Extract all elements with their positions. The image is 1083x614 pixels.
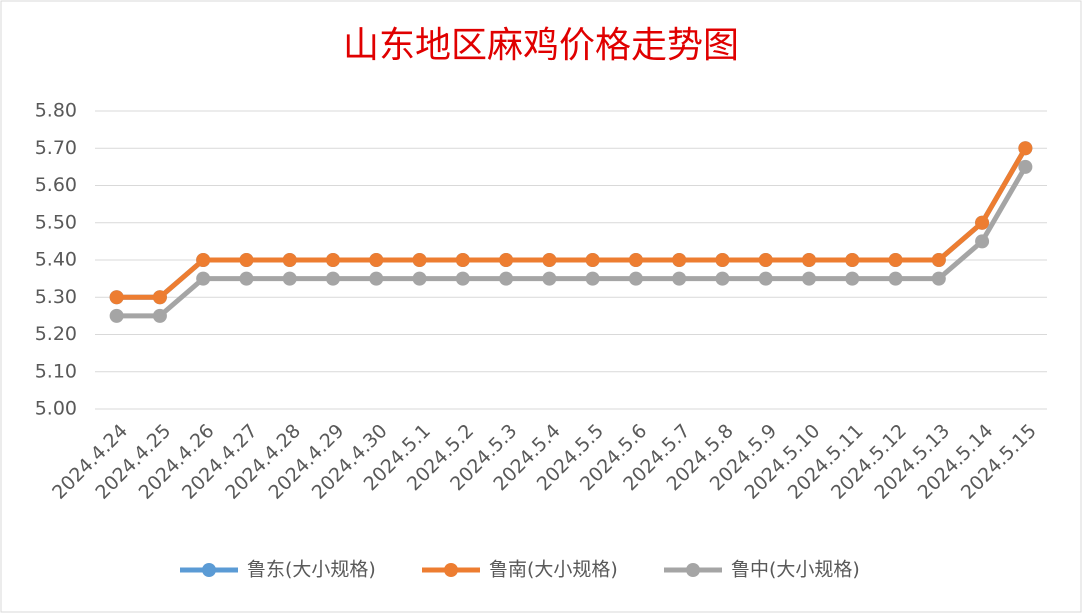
y-tick-label: 5.40 [35, 249, 77, 271]
data-point [1018, 159, 1033, 174]
data-point [282, 253, 297, 267]
data-point [975, 234, 990, 249]
series-line [116, 146, 1028, 300]
data-point [542, 253, 557, 267]
data-point [326, 271, 340, 286]
legend-label: 鲁东(大小规格) [247, 559, 376, 581]
y-tick-label: 5.20 [35, 323, 77, 345]
data-point [499, 271, 514, 286]
legend-label: 鲁中(大小规格) [731, 559, 860, 581]
data-point [888, 253, 903, 267]
data-point [585, 271, 600, 286]
legend-label: 鲁南(大小规格) [489, 559, 618, 581]
data-point [628, 253, 643, 267]
data-point [152, 290, 167, 305]
data-point [758, 253, 773, 267]
y-tick-label: 5.50 [35, 211, 77, 233]
data-point [845, 271, 860, 286]
data-point [802, 271, 816, 286]
data-point [369, 271, 384, 286]
data-point [412, 271, 427, 286]
data-point [152, 308, 167, 323]
legend-marker [686, 563, 700, 577]
data-point [109, 290, 124, 305]
data-point [975, 215, 990, 230]
data-point [455, 253, 470, 267]
y-tick-label: 5.10 [35, 360, 77, 382]
data-point [239, 271, 254, 286]
data-point [845, 253, 860, 267]
data-point [931, 253, 946, 267]
data-point [196, 253, 211, 267]
y-tick-label: 5.70 [35, 137, 77, 159]
legend-marker [444, 563, 458, 577]
data-point [1018, 141, 1033, 156]
data-point [109, 308, 124, 323]
data-point [802, 253, 816, 267]
data-point [758, 271, 773, 286]
data-point [672, 271, 687, 286]
data-point [412, 253, 427, 267]
data-point [326, 253, 340, 267]
data-point [239, 253, 254, 267]
data-point [455, 271, 470, 286]
data-point [931, 271, 946, 286]
data-point [542, 271, 557, 286]
data-point [585, 253, 600, 267]
y-tick-label: 5.80 [35, 100, 77, 122]
legend-marker [202, 563, 216, 577]
data-point [888, 271, 903, 286]
y-tick-label: 5.00 [35, 398, 77, 420]
data-point [715, 253, 730, 267]
data-point [196, 271, 211, 286]
data-point [369, 253, 384, 267]
chart-title: 山东地区麻鸡价格走势图 [343, 25, 739, 66]
data-point [282, 271, 297, 286]
series-line [116, 165, 1028, 319]
y-tick-label: 5.30 [35, 286, 77, 308]
data-point [499, 253, 514, 267]
data-point [628, 271, 643, 286]
data-point [672, 253, 687, 267]
y-tick-label: 5.60 [35, 174, 77, 196]
data-point [715, 271, 730, 286]
